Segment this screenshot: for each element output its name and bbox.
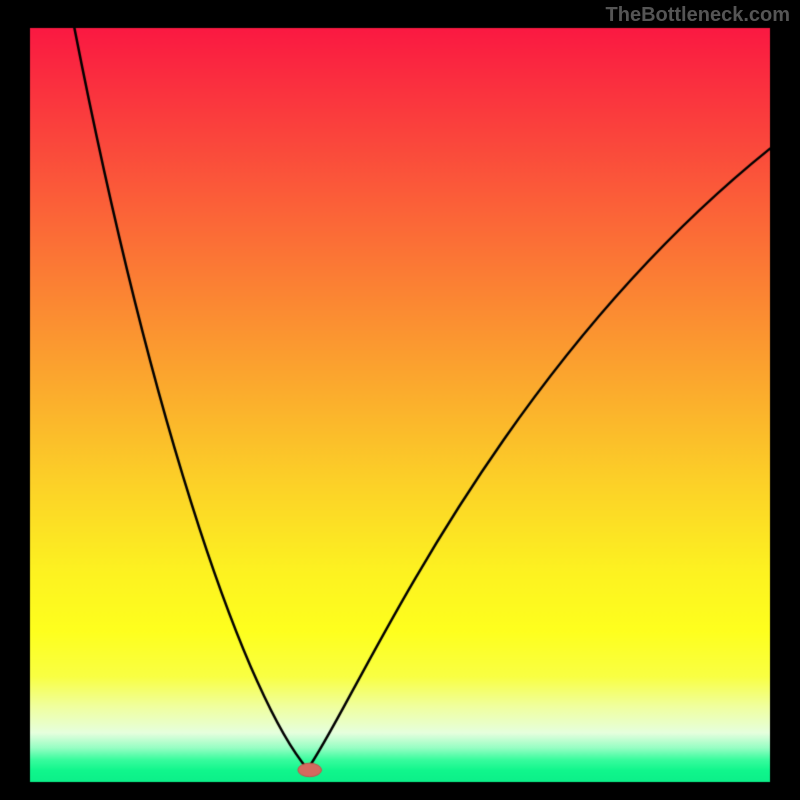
bottleneck-chart bbox=[0, 0, 800, 800]
watermark-text: TheBottleneck.com bbox=[606, 4, 790, 27]
